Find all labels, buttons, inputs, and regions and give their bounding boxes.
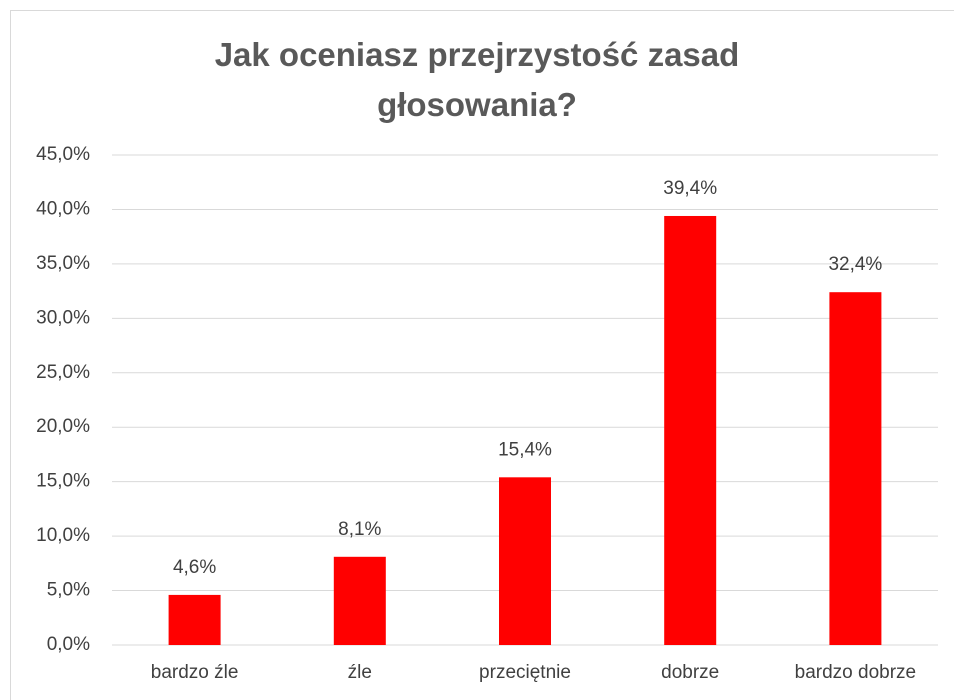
data-label: 4,6% bbox=[173, 557, 216, 578]
bar bbox=[664, 215, 717, 645]
chart-border bbox=[10, 10, 954, 700]
data-label: 32,4% bbox=[828, 254, 882, 275]
bar bbox=[168, 594, 221, 645]
data-label: 39,4% bbox=[663, 178, 717, 199]
data-label: 15,4% bbox=[498, 439, 552, 460]
y-tick-label: 10,0% bbox=[36, 525, 90, 546]
x-tick-label: źle bbox=[348, 662, 372, 683]
y-tick-label: 25,0% bbox=[36, 362, 90, 383]
y-tick-label: 5,0% bbox=[47, 580, 90, 601]
y-tick-label: 40,0% bbox=[36, 198, 90, 219]
y-tick-label: 15,0% bbox=[36, 471, 90, 492]
y-tick-label: 30,0% bbox=[36, 307, 90, 328]
bar bbox=[499, 477, 551, 645]
x-tick-label: przeciętnie bbox=[479, 662, 571, 683]
data-label: 8,1% bbox=[338, 519, 381, 540]
bar bbox=[333, 556, 386, 645]
chart-title: Jak oceniasz przejrzystość zasad głosowa… bbox=[214, 36, 740, 123]
bar bbox=[829, 292, 882, 645]
y-tick-label: 35,0% bbox=[36, 253, 90, 274]
y-tick-label: 20,0% bbox=[36, 416, 90, 437]
y-tick-label: 0,0% bbox=[47, 634, 90, 655]
x-tick-label: bardzo źle bbox=[151, 662, 239, 683]
x-tick-label: dobrze bbox=[661, 662, 719, 683]
x-tick-label: bardzo dobrze bbox=[795, 662, 916, 683]
y-tick-label: 45,0% bbox=[36, 144, 90, 165]
